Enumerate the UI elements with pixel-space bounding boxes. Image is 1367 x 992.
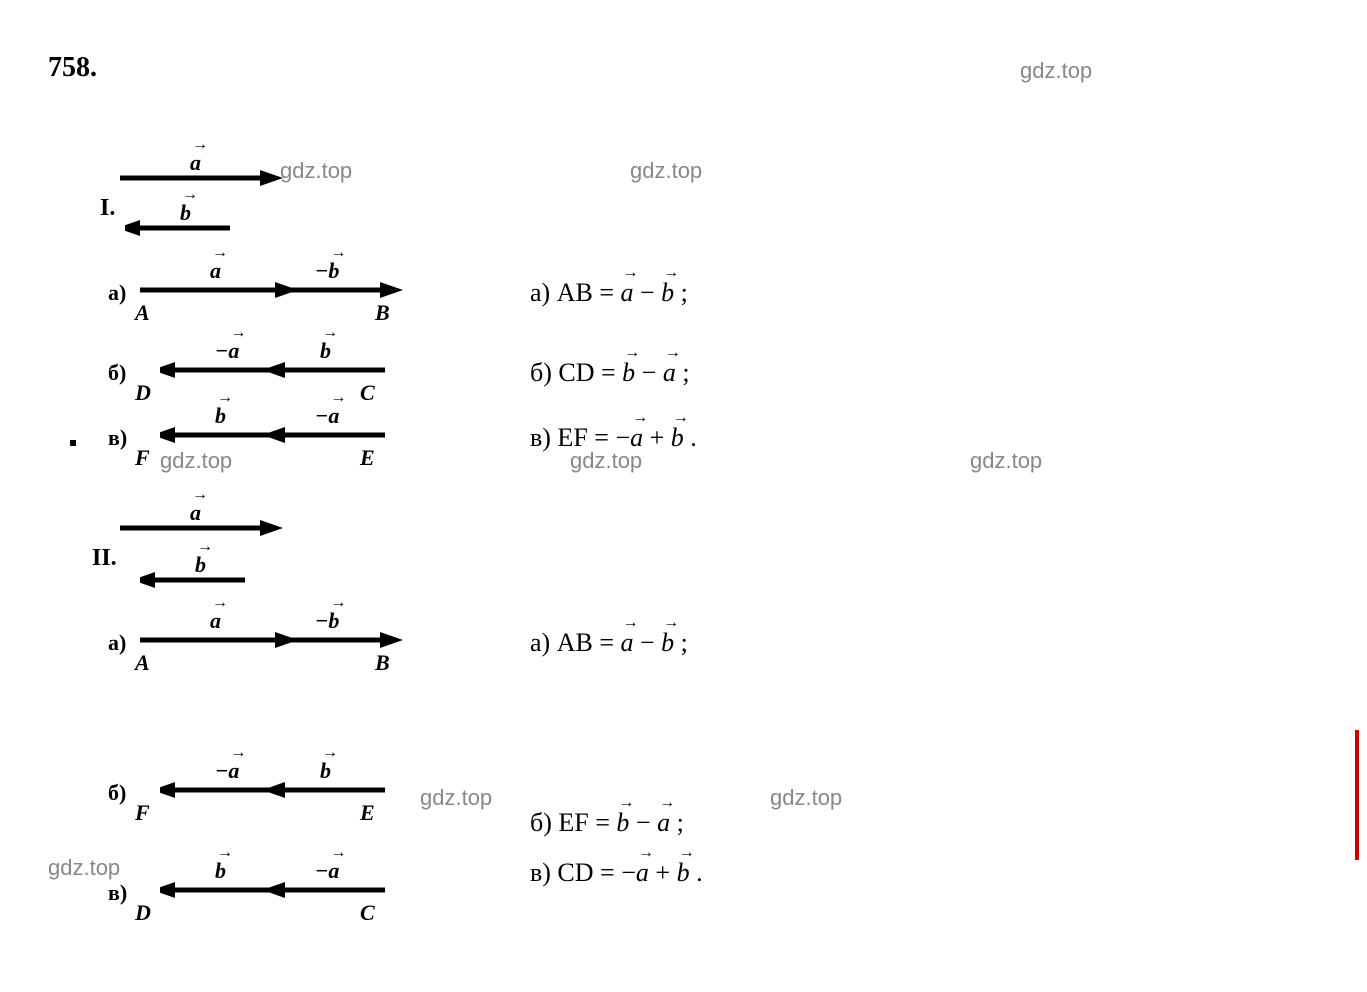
section-label: II. [92, 545, 117, 572]
vector-label: b [320, 338, 331, 364]
equation: б) CD = b − a ; [530, 358, 690, 388]
watermark: gdz.top [1020, 58, 1092, 84]
vector-label: a [190, 500, 201, 526]
point-label: F [135, 800, 150, 826]
red-margin-bar [1355, 730, 1359, 860]
arrow-right [280, 278, 410, 302]
item-label: б) [108, 360, 126, 386]
vector-label: −a [215, 758, 239, 784]
equation: а) AB = a − b ; [530, 278, 688, 308]
watermark: gdz.top [970, 448, 1042, 474]
item-label: а) [108, 280, 126, 306]
vector-label: a [210, 608, 221, 634]
vector-label: −a [315, 858, 339, 884]
vector-label: −a [215, 338, 239, 364]
equation: б) EF = b − a ; [530, 808, 684, 838]
point-label: D [135, 900, 151, 926]
arrow-right [115, 516, 290, 540]
vector-label: a [210, 258, 221, 284]
vector-label: −b [315, 608, 339, 634]
point-label: D [135, 380, 151, 406]
item-label: в) [108, 425, 127, 451]
section-label: I. [100, 195, 115, 222]
arrow-right [115, 166, 290, 190]
vector-label: −b [315, 258, 339, 284]
equation: а) AB = a − b ; [530, 628, 688, 658]
point-label: A [135, 650, 150, 676]
point-label: A [135, 300, 150, 326]
watermark: gdz.top [630, 158, 702, 184]
point-label: E [360, 800, 375, 826]
watermark: gdz.top [770, 785, 842, 811]
vector-label: b [215, 858, 226, 884]
equation: в) EF = −a + b . [530, 423, 697, 453]
point-label: C [360, 900, 375, 926]
vector-label: b [180, 200, 191, 226]
point-label: B [375, 650, 390, 676]
point-label: C [360, 380, 375, 406]
watermark: gdz.top [48, 855, 120, 881]
vector-label: −a [315, 403, 339, 429]
arrow-right [280, 628, 410, 652]
vector-label: b [215, 403, 226, 429]
watermark: gdz.top [420, 785, 492, 811]
point-label: E [360, 445, 375, 471]
arrow-left [160, 878, 295, 902]
problem-number: 758. [48, 52, 97, 84]
point-label: F [135, 445, 150, 471]
item-label: а) [108, 630, 126, 656]
watermark: gdz.top [280, 158, 352, 184]
item-label: в) [108, 880, 127, 906]
vector-label: b [320, 758, 331, 784]
arrow-left [160, 423, 295, 447]
equation: в) CD = −a + b . [530, 858, 703, 888]
bullet-dot [70, 440, 76, 446]
point-label: B [375, 300, 390, 326]
vector-label: a [190, 150, 201, 176]
watermark: gdz.top [160, 448, 232, 474]
item-label: б) [108, 780, 126, 806]
vector-label: b [195, 552, 206, 578]
